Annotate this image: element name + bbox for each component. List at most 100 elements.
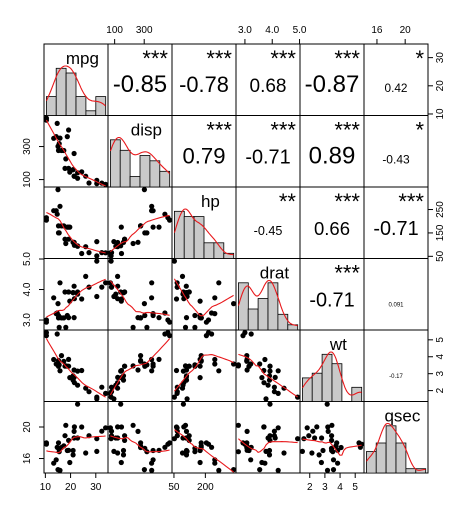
histogram-bar	[55, 67, 67, 116]
scatter-point	[335, 447, 341, 453]
scatter-point	[118, 368, 124, 374]
scatter-point	[118, 459, 124, 466]
histogram-bar	[267, 282, 279, 331]
histogram-bar	[247, 308, 259, 331]
scatter-point	[192, 445, 198, 451]
scatter-point	[71, 380, 77, 386]
scatter-point	[56, 324, 62, 330]
scatter-point	[314, 424, 320, 430]
scatter-point	[198, 440, 204, 446]
scatter-point	[115, 374, 121, 380]
scatter-point	[231, 301, 236, 307]
scatter-point	[324, 401, 330, 407]
histogram-bar	[95, 96, 107, 116]
scatter-point	[216, 467, 222, 473]
scatter-point	[118, 250, 125, 257]
variable-label-drat: drat	[260, 264, 290, 283]
scatter-point	[179, 450, 186, 456]
scatter-point	[248, 457, 254, 463]
correlation-value: 0.66	[314, 218, 350, 239]
density-curve	[301, 351, 362, 396]
scatter-point	[120, 447, 127, 454]
scatter-point	[62, 165, 68, 171]
scatter-point	[149, 368, 155, 374]
scatter-point	[149, 467, 155, 473]
scatter-point	[324, 467, 331, 473]
tick-label: 4.0	[265, 25, 279, 36]
significance-stars: ***	[142, 46, 168, 71]
scatter-point	[275, 467, 281, 473]
scatter-point	[122, 289, 128, 295]
scatter-point	[71, 150, 77, 157]
correlation-value: -0.85	[113, 71, 167, 98]
scatter-point	[115, 273, 121, 279]
scatter-point	[55, 301, 61, 307]
scatter-point	[135, 239, 141, 245]
scatter-point	[71, 435, 77, 441]
scatter-point	[71, 424, 77, 430]
scatter-point	[54, 120, 60, 126]
scatter-point	[51, 460, 57, 466]
scatter-point	[138, 223, 144, 229]
scatter-point	[173, 367, 180, 374]
scatter-point	[149, 460, 155, 466]
scatter-point	[57, 135, 63, 141]
scatter-point	[57, 280, 63, 286]
tick-label: 50	[168, 482, 180, 493]
histogram-bar	[149, 160, 161, 188]
scatter-point	[55, 445, 62, 451]
scatter-point	[55, 187, 61, 193]
scatter-point	[262, 356, 268, 363]
scatter-point	[130, 324, 136, 330]
scatter-point	[149, 208, 155, 214]
significance-stars: ***	[270, 118, 296, 143]
histogram-bar	[405, 468, 417, 474]
scatter-point	[135, 367, 141, 373]
smooth-line	[45, 119, 106, 187]
scatter-point	[122, 437, 128, 443]
smooth-line	[173, 278, 234, 317]
scatter-point	[135, 428, 141, 434]
scatter-point	[263, 448, 269, 454]
scatter-point	[108, 425, 113, 431]
scatter-point	[244, 428, 250, 434]
correlation-value: -0.45	[254, 224, 283, 238]
histogram-bar	[183, 216, 195, 259]
panel-frame	[43, 329, 109, 402]
scatter-point	[75, 170, 81, 176]
scatter-point	[271, 428, 277, 434]
correlation-value: -0.71	[373, 218, 418, 240]
tick-label: 20	[400, 25, 412, 36]
tick-label: 2	[435, 387, 446, 393]
scatter-point	[66, 289, 72, 295]
scatter-point	[174, 389, 180, 395]
correlation-value: 0.091	[388, 302, 404, 308]
scatter-point	[149, 280, 155, 286]
scatter-point	[94, 436, 100, 442]
histogram-bar	[203, 242, 215, 259]
scatter-point	[184, 396, 190, 402]
scatter-point	[271, 389, 277, 395]
scatter-point	[212, 356, 218, 363]
tick-label: 20	[65, 482, 77, 493]
tick-label: 150	[435, 224, 446, 241]
significance-stars: ***	[334, 189, 360, 214]
scatter-point	[172, 394, 177, 400]
scatter-point	[275, 368, 281, 374]
histogram-bar	[237, 282, 249, 331]
scatter-point	[55, 467, 61, 473]
correlation-value: 0.89	[309, 142, 356, 169]
smooth-line	[110, 435, 170, 453]
variable-label-qsec: qsec	[384, 407, 420, 426]
scatter-point	[182, 363, 189, 369]
variable-label-hp: hp	[201, 192, 220, 211]
scatter-point	[231, 467, 236, 473]
correlation-value: -0.43	[382, 152, 410, 166]
scatter-point	[55, 143, 61, 149]
scatter-point	[197, 315, 203, 321]
scatter-point	[261, 424, 267, 430]
scatter-point	[184, 448, 190, 454]
scatter-point	[149, 356, 155, 363]
scatter-point	[86, 389, 92, 395]
